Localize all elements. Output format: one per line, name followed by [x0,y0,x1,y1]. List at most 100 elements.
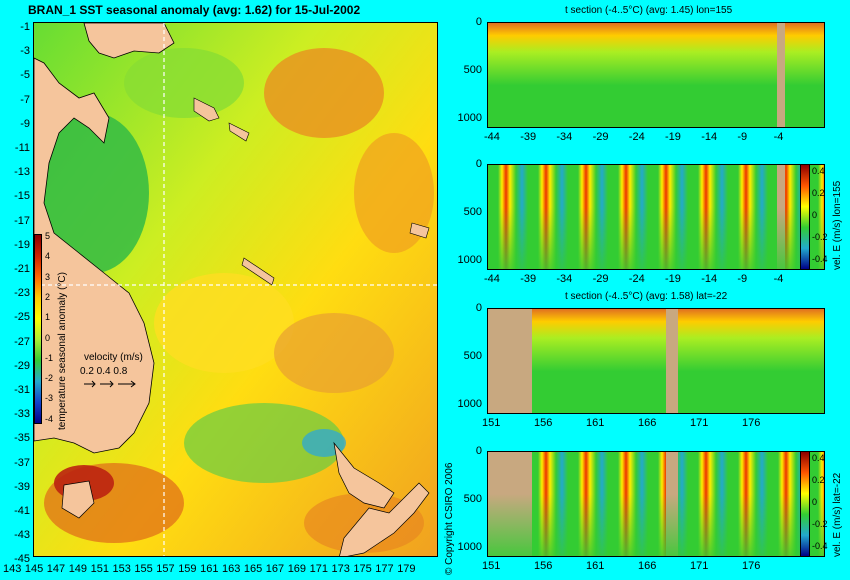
depth-tick-label: 0 [475,158,482,170]
latitude-tick-label: -27 [14,335,30,348]
section-x-tick-label: -24 [628,131,645,143]
section-x-tick-label: -39 [520,131,537,143]
longitude-tick-label: 177 [375,563,394,575]
longitude-tick-label: 163 [222,563,241,575]
latitude-tick-label: -17 [14,214,30,227]
latitude-tick-label: -15 [14,190,30,203]
vanuatu-islands [409,222,430,239]
latitude-tick-label: -39 [14,480,30,493]
velocity-side-label: vel. E (m/s) lon=155 [832,180,843,270]
depth-tick-label: 1000 [457,112,482,124]
velocity-legend-arrows [84,380,136,388]
section-x-tick-label: 176 [742,417,761,429]
section-plot [487,451,825,557]
longitude-tick-label: 159 [178,563,197,575]
section-title: t section (-4..5°C) (avg: 1.58) lat=-22 [565,291,728,302]
velocity-colorbar-tick: 0 [812,210,818,220]
section-x-tick-label: -24 [628,273,645,285]
section-x-tick-label: -9 [737,131,748,143]
solomon-islands [228,122,250,142]
australia-landmass [34,57,155,454]
velocity-colorbar-tick: -0.2 [812,232,828,242]
latitude-tick-label: -1 [20,21,30,33]
section-x-tick-label: 176 [742,560,761,572]
latitude-tick-label: -41 [14,505,30,517]
temperature-colorbar-tick: 3 [45,271,51,282]
land-mask [777,23,785,127]
section-x-tick-label: -44 [484,273,500,285]
longitude-tick-label: 169 [287,563,307,575]
section-title: t section (-4..5°C) (avg: 1.45) lon=155 [565,5,733,16]
velocity-colorbar-tick: 0.2 [812,188,825,198]
land-mask [666,309,678,413]
depth-tick-label: 500 [463,493,482,505]
section-plot [487,308,825,414]
section-x-tick-label: 151 [482,417,501,429]
latitude-tick-label: -9 [20,117,30,130]
depth-fade [488,493,824,556]
section-x-tick-label: -9 [737,273,748,285]
solomon-islands [193,97,220,122]
longitude-tick-label: 155 [134,563,153,575]
depth-tick-label: 1000 [457,398,482,410]
latitude-tick-label: -5 [20,69,30,82]
cool-anomaly-patch [184,403,344,483]
copyright-notice: © Copyright CSIRO 2006 [444,462,455,575]
latitude-tick-label: -29 [14,359,30,372]
section-x-tick-label: 171 [690,417,709,429]
temperature-colorbar-fill [35,235,41,423]
longitude-tick-label: 167 [265,563,285,575]
velocity-colorbar-tick: 0 [812,497,818,507]
section-x-tick-label: 166 [638,417,657,429]
latitude-tick-label: -25 [14,311,30,324]
depth-tick-label: 1000 [457,541,482,553]
section-x-tick-label: 161 [586,417,605,429]
temperature-colorbar-tick: -2 [45,373,54,384]
section-x-tick-label: 156 [534,560,553,572]
depth-tick-label: 1000 [457,254,482,266]
longitude-tick-label: 143 [3,563,22,575]
velocity-colorbar-tick: -0.4 [812,541,828,551]
sst-anomaly-map[interactable] [33,22,438,557]
longitude-tick-label: 149 [68,563,88,575]
cool-anomaly-patch [124,48,244,118]
section-plot [487,22,825,128]
map-title: BRAN_1 SST seasonal anomaly (avg: 1.62) … [28,3,361,17]
temperature-colorbar [34,234,42,424]
longitude-tick-label: 165 [243,563,263,575]
sst-map-canvas [34,23,437,556]
depth-tick-label: 0 [475,16,482,28]
velocity-colorbar-tick: 0.2 [812,475,825,485]
longitude-tick-label: 153 [112,563,131,575]
latitude-tick-label: -33 [14,408,30,421]
longitude-tick-label: 147 [46,563,66,575]
latitude-tick-label: -31 [14,384,30,396]
latitude-tick-label: -37 [14,456,30,469]
latitude-tick-label: -11 [14,142,30,154]
longitude-tick-label: 151 [90,563,109,575]
section-x-tick-label: -14 [701,273,718,285]
temperature-colorbar-tick: 4 [45,251,51,262]
latitude-tick-label: -35 [14,432,30,445]
velocity-colorbar-tick: 0.4 [812,166,825,176]
section-x-tick-label: 156 [534,417,553,429]
section-x-tick-label: 166 [638,560,657,572]
section-x-tick-label: -4 [773,273,784,285]
warm-anomaly-patch [154,273,294,373]
temperature-colorbar-tick: -1 [45,352,54,363]
warm-anomaly-patch [274,313,394,393]
depth-tick-label: 0 [475,445,482,457]
temperature-colorbar-tick: 2 [45,291,51,302]
longitude-tick-label: 175 [353,563,372,575]
velocity-legend-label: velocity (m/s) [84,352,143,363]
new-guinea-landmass [83,23,175,59]
section-x-tick-label: -19 [665,273,681,285]
section-x-tick-label: -39 [520,273,537,285]
depth-tick-label: 500 [463,350,482,362]
land-mask [488,309,532,413]
temperature-colorbar-tick: 1 [45,312,51,323]
velocity-side-label: vel. E (m/s) lat=-22 [832,472,843,557]
nz-north-island [333,441,395,509]
latitude-tick-label: -3 [20,45,30,58]
warm-anomaly-patch [354,133,434,253]
